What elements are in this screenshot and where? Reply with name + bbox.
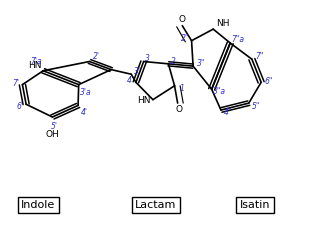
Text: 5': 5' bbox=[51, 122, 57, 131]
Text: 2': 2' bbox=[93, 52, 100, 61]
Text: 3: 3 bbox=[145, 54, 150, 62]
Text: 3": 3" bbox=[197, 59, 205, 68]
Text: Lactam: Lactam bbox=[135, 200, 177, 210]
Text: 5": 5" bbox=[252, 102, 260, 111]
Text: 2: 2 bbox=[172, 57, 176, 66]
Text: Indole: Indole bbox=[21, 200, 56, 210]
Text: 6': 6' bbox=[16, 102, 23, 111]
Text: 4": 4" bbox=[223, 108, 232, 117]
Text: OH: OH bbox=[46, 130, 59, 139]
Text: HN: HN bbox=[28, 61, 41, 69]
Text: 3': 3' bbox=[134, 67, 141, 77]
Text: 3'a: 3'a bbox=[80, 88, 92, 97]
Text: 4: 4 bbox=[127, 76, 132, 84]
Text: HN: HN bbox=[137, 96, 150, 105]
Text: 7": 7" bbox=[255, 52, 263, 61]
Text: 1: 1 bbox=[179, 84, 184, 93]
Text: NH: NH bbox=[216, 19, 230, 28]
Text: 6": 6" bbox=[265, 77, 273, 86]
Text: 7'a: 7'a bbox=[30, 57, 41, 66]
Text: Isatin: Isatin bbox=[240, 200, 270, 210]
Text: O: O bbox=[179, 15, 186, 24]
Text: 2": 2" bbox=[181, 34, 189, 43]
Text: 3"a: 3"a bbox=[213, 87, 226, 96]
Text: O: O bbox=[175, 105, 182, 114]
Text: 7"a: 7"a bbox=[232, 35, 245, 44]
Text: 7': 7' bbox=[12, 79, 19, 88]
Text: 4': 4' bbox=[81, 108, 88, 117]
